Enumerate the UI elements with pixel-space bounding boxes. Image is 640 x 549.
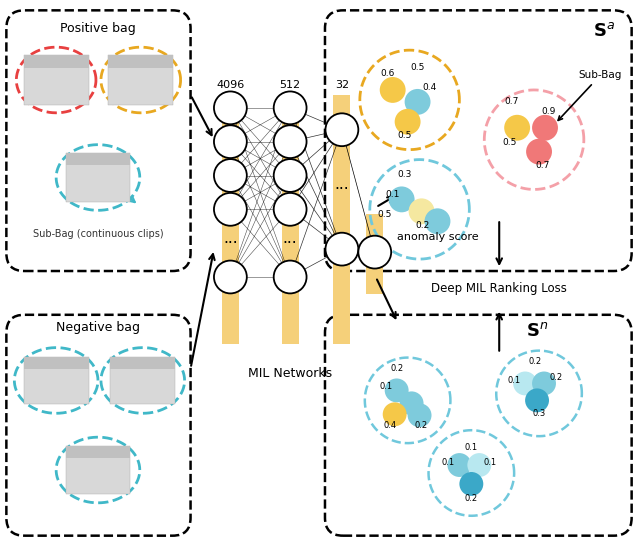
Text: 0.2: 0.2 (390, 363, 403, 373)
Circle shape (274, 159, 307, 192)
Bar (66, 446, 131, 494)
Text: 0.4: 0.4 (422, 83, 437, 92)
Text: $\mathbf{S}^n$: $\mathbf{S}^n$ (526, 322, 548, 340)
Circle shape (385, 378, 408, 402)
Text: Deep MIL Ranking Loss: Deep MIL Ranking Loss (431, 282, 567, 295)
Text: 0.2: 0.2 (465, 494, 478, 503)
Text: 0.5: 0.5 (397, 131, 412, 139)
Text: Sub-Bag: Sub-Bag (558, 70, 622, 120)
Text: 0.4: 0.4 (383, 421, 396, 430)
Bar (66, 446, 131, 458)
Circle shape (326, 113, 358, 146)
Text: 0.7: 0.7 (504, 97, 518, 106)
Text: 0.6: 0.6 (381, 69, 395, 78)
Circle shape (525, 389, 549, 412)
Circle shape (504, 115, 530, 141)
Bar (111, 357, 175, 405)
Text: MIL Networks: MIL Networks (248, 367, 332, 379)
Circle shape (326, 233, 358, 266)
Text: 0.9: 0.9 (542, 107, 556, 116)
Bar (24, 55, 88, 68)
Circle shape (214, 261, 247, 293)
Text: 0.1: 0.1 (483, 458, 497, 467)
Text: Positive bag: Positive bag (60, 23, 136, 35)
Bar (222, 95, 239, 344)
Circle shape (274, 125, 307, 158)
Bar (66, 153, 131, 203)
Bar (108, 55, 173, 105)
Text: 512: 512 (280, 80, 301, 90)
Bar (282, 95, 299, 344)
Bar (333, 95, 350, 344)
Text: 0.3: 0.3 (532, 409, 546, 418)
Text: 0.2: 0.2 (415, 221, 429, 230)
Text: anomaly score: anomaly score (397, 232, 478, 242)
Circle shape (214, 159, 247, 192)
Text: ···: ··· (223, 236, 237, 251)
Circle shape (532, 115, 558, 141)
Circle shape (383, 402, 406, 426)
Circle shape (274, 193, 307, 226)
Circle shape (274, 92, 307, 124)
Bar (108, 55, 173, 68)
Bar (24, 357, 88, 405)
Text: 0.5: 0.5 (503, 138, 517, 147)
Text: 0.2: 0.2 (415, 421, 428, 430)
Circle shape (513, 372, 537, 395)
Text: 0.2: 0.2 (549, 373, 562, 383)
Circle shape (214, 193, 247, 226)
Circle shape (408, 404, 431, 427)
Text: $\mathbf{S}^a$: $\mathbf{S}^a$ (593, 23, 615, 40)
Circle shape (460, 472, 483, 496)
Text: 0.1: 0.1 (508, 377, 521, 385)
Text: 0.1: 0.1 (385, 191, 399, 199)
Circle shape (447, 453, 471, 477)
Circle shape (532, 372, 556, 395)
Text: 0.5: 0.5 (378, 210, 392, 219)
Circle shape (380, 77, 406, 103)
Text: 4096: 4096 (216, 80, 244, 90)
Bar (66, 153, 131, 165)
Circle shape (274, 261, 307, 293)
Circle shape (399, 391, 424, 415)
Text: 0.1: 0.1 (380, 383, 393, 391)
Text: 0.1: 0.1 (442, 458, 454, 467)
Text: Sub-Bag (continuous clips): Sub-Bag (continuous clips) (33, 229, 163, 239)
Circle shape (358, 236, 391, 268)
Text: ···: ··· (335, 182, 349, 197)
Circle shape (424, 208, 451, 234)
Text: 0.7: 0.7 (536, 160, 550, 170)
Text: 0.5: 0.5 (410, 63, 425, 72)
Circle shape (404, 89, 431, 115)
Text: 0.2: 0.2 (529, 356, 541, 366)
Circle shape (388, 187, 415, 212)
Circle shape (214, 125, 247, 158)
Circle shape (395, 109, 420, 135)
Bar (111, 357, 175, 368)
Circle shape (467, 453, 492, 477)
Bar (24, 55, 88, 105)
Bar (366, 214, 383, 294)
Text: ···: ··· (283, 236, 298, 251)
Text: Negative bag: Negative bag (56, 321, 140, 334)
Bar (24, 357, 88, 368)
Circle shape (214, 92, 247, 124)
Text: 32: 32 (335, 80, 349, 90)
Text: 0.1: 0.1 (465, 443, 478, 452)
Text: 0.3: 0.3 (397, 171, 412, 180)
Circle shape (526, 139, 552, 165)
Circle shape (408, 198, 435, 224)
